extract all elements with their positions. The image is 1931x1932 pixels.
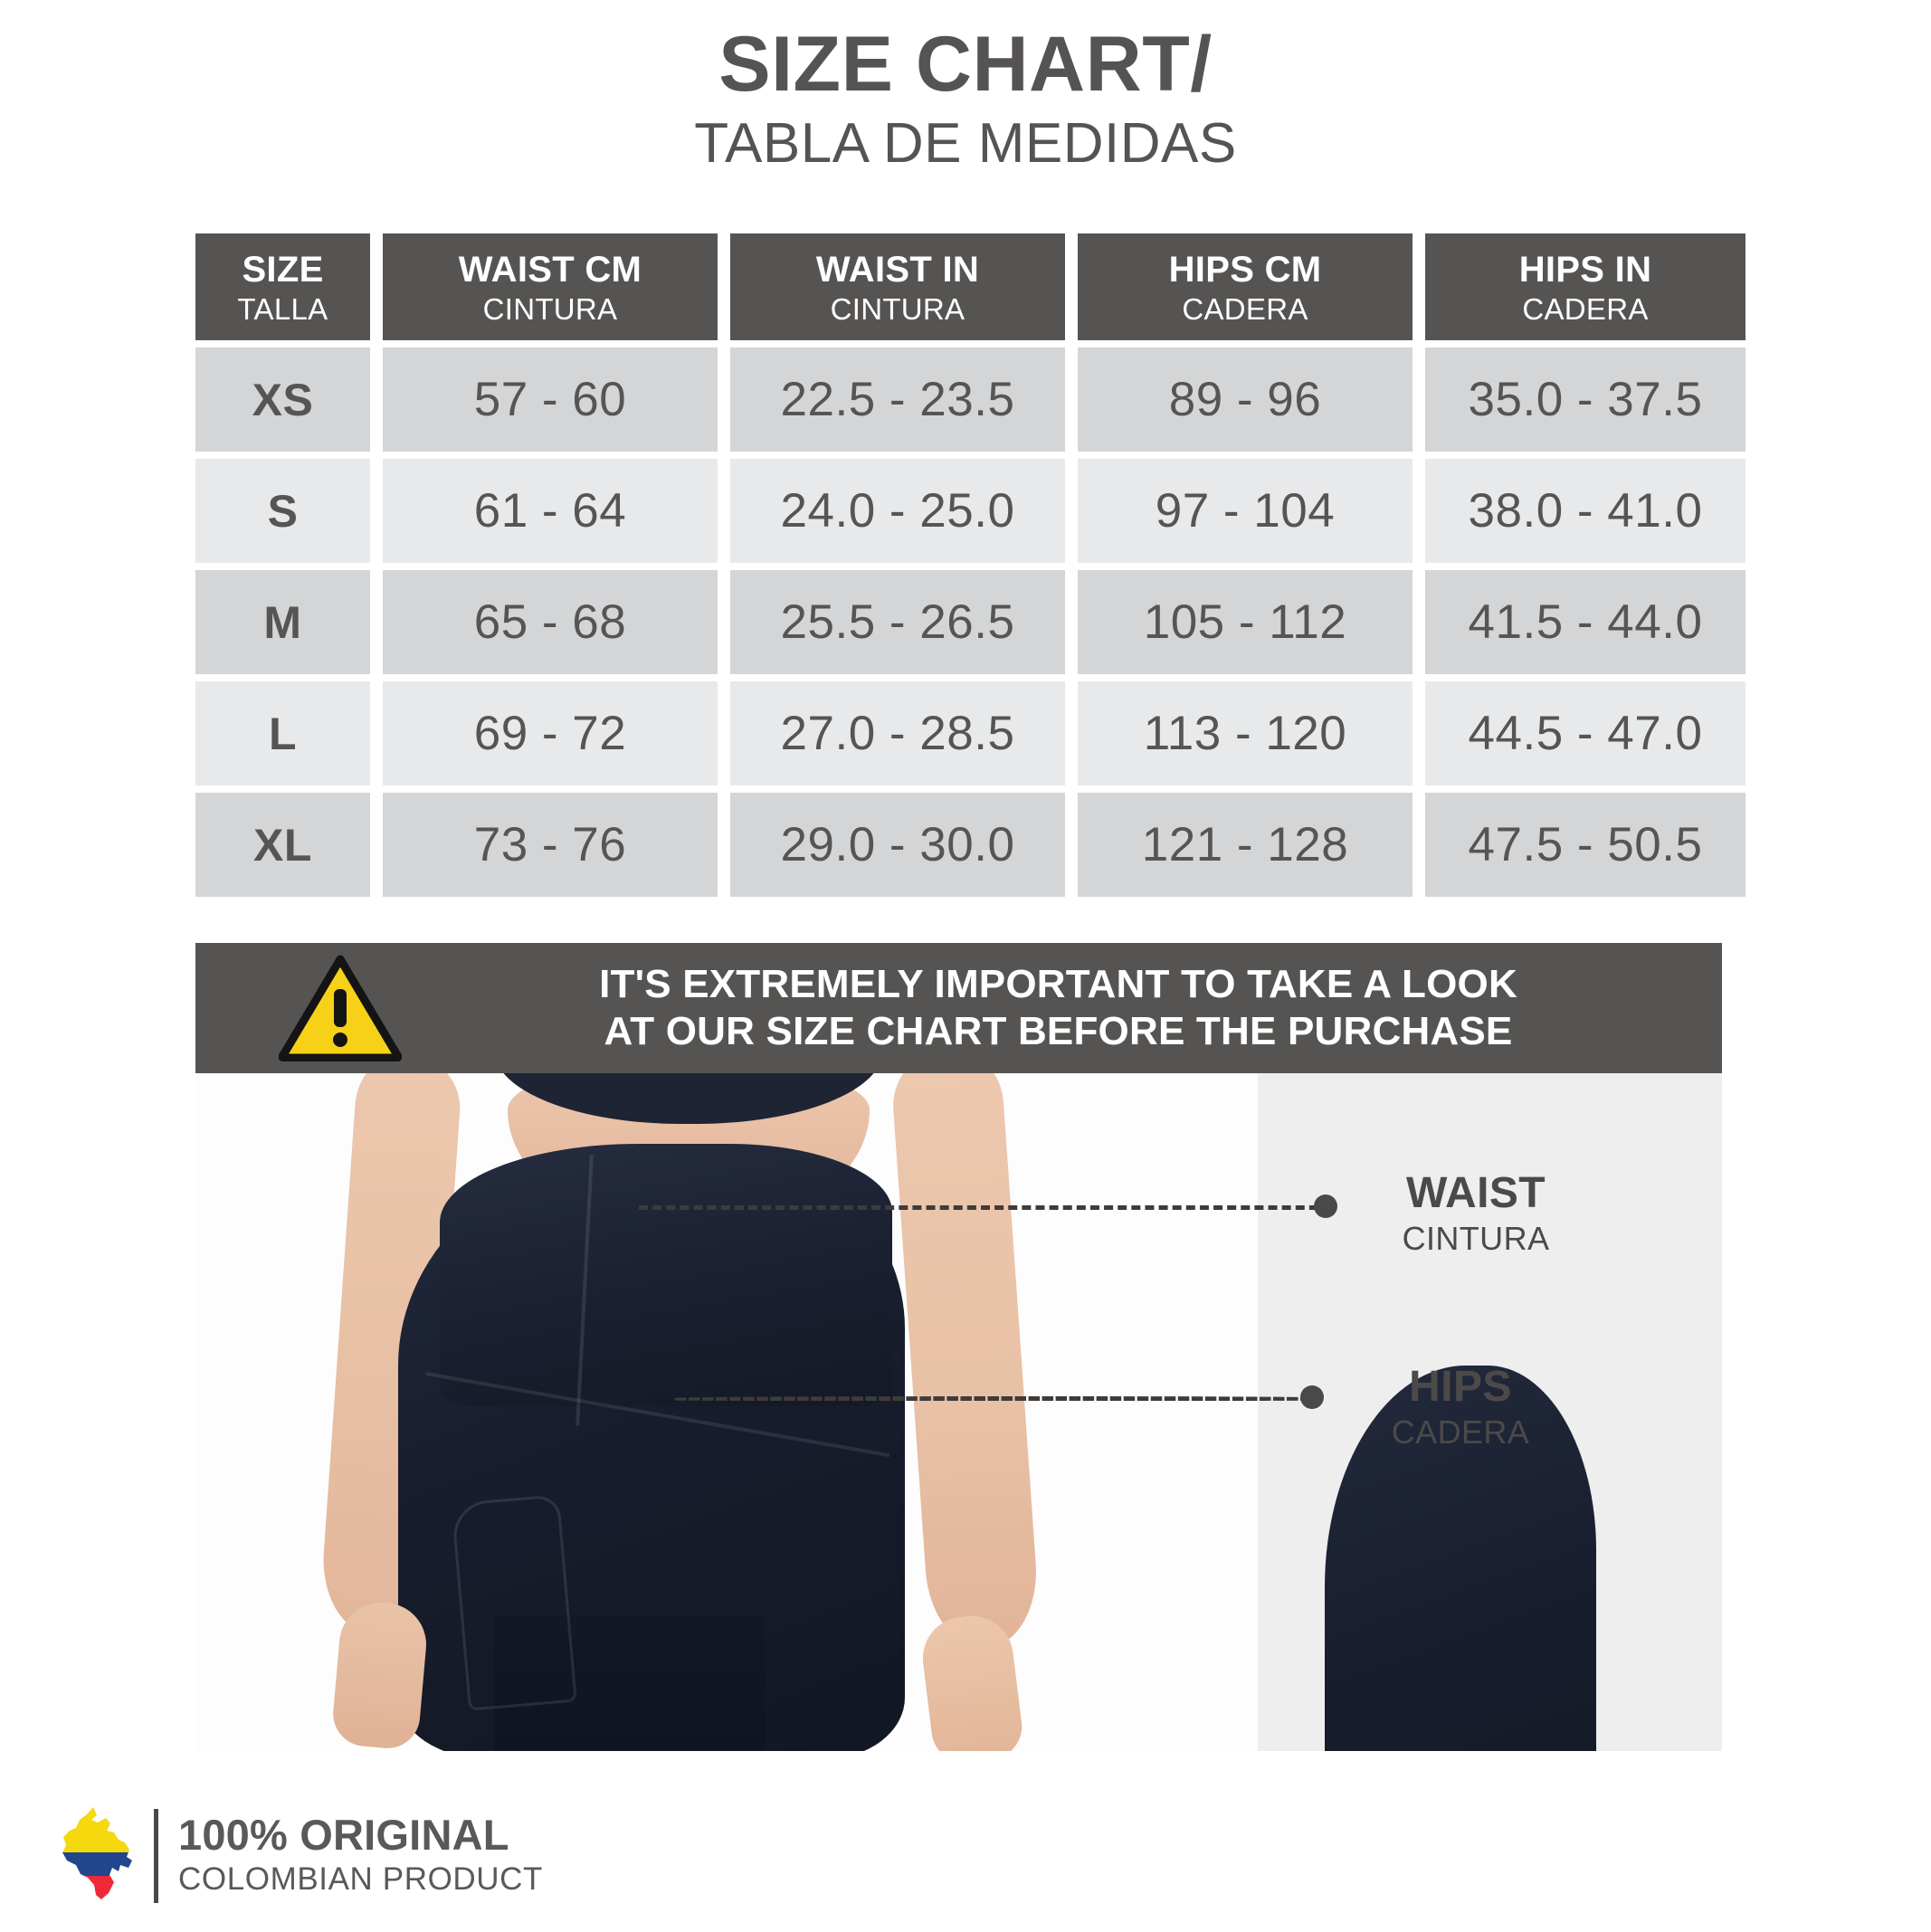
cell-hips-in: 47.5 - 50.5	[1425, 793, 1746, 897]
footer-text: 100% ORIGINAL COLOMBIAN PRODUCT	[178, 1813, 543, 1899]
hips-label-main: HIPS	[1409, 1363, 1512, 1411]
column-header-waist-in-label: WAIST IN	[815, 249, 980, 290]
cell-size: S	[195, 459, 370, 563]
column-header-hips-in-label: HIPS IN	[1518, 249, 1652, 290]
cell-waist-in: 27.0 - 28.5	[730, 681, 1065, 785]
cell-waist-in: 25.5 - 26.5	[730, 570, 1065, 674]
footer-divider	[154, 1809, 158, 1903]
waist-label-main: WAIST	[1406, 1169, 1546, 1217]
page-title: SIZE CHART/ TABLA DE MEDIDAS	[0, 21, 1931, 178]
cell-hips-cm: 113 - 120	[1078, 681, 1413, 785]
cell-hips-in: 44.5 - 47.0	[1425, 681, 1746, 785]
model-photo	[195, 1073, 1258, 1751]
cell-hips-in: 41.5 - 44.0	[1425, 570, 1746, 674]
hips-leader-line	[675, 1396, 1318, 1401]
cell-waist-cm: 69 - 72	[383, 681, 718, 785]
footer-badge: 100% ORIGINAL COLOMBIAN PRODUCT	[54, 1805, 543, 1907]
cell-waist-cm: 65 - 68	[383, 570, 718, 674]
warning-line-1: IT'S EXTREMELY IMPORTANT TO TAKE A LOOK	[599, 962, 1517, 1007]
cell-waist-cm: 61 - 64	[383, 459, 718, 563]
column-header-size-label: SIZE	[242, 249, 324, 290]
waist-label-sub: CINTURA	[1402, 1219, 1550, 1257]
model-photo-area: WAIST CINTURA HIPS CADERA	[195, 1073, 1722, 1751]
hips-leader-dot	[1300, 1385, 1324, 1409]
model-legs	[494, 1616, 766, 1751]
warning-triangle-icon	[279, 955, 402, 1061]
cell-size: XS	[195, 347, 370, 452]
column-header-size-sublabel: TALLA	[237, 291, 328, 326]
column-header-size: SIZE TALLA	[195, 233, 370, 340]
colombia-map-flag-icon	[62, 1807, 132, 1899]
model-illustration	[195, 1073, 1258, 1751]
model-arm-right	[889, 1073, 1042, 1652]
table-row: S 61 - 64 24.0 - 25.0 97 - 104 38.0 - 41…	[195, 459, 1746, 563]
column-header-waist-cm-label: WAIST CM	[458, 249, 642, 290]
footer-main-label: 100% ORIGINAL	[178, 1811, 509, 1860]
cell-size: M	[195, 570, 370, 674]
column-header-hips-in-sublabel: CADERA	[1522, 291, 1649, 326]
column-header-hips-cm-sublabel: CADERA	[1182, 291, 1308, 326]
waist-label: WAIST CINTURA	[1340, 1169, 1612, 1259]
cell-hips-in: 38.0 - 41.0	[1425, 459, 1746, 563]
column-header-hips-in: HIPS IN CADERA	[1425, 233, 1746, 340]
warning-banner-text: IT'S EXTREMELY IMPORTANT TO TAKE A LOOK …	[422, 961, 1722, 1055]
waist-leader-dot	[1314, 1194, 1337, 1218]
cell-waist-in: 29.0 - 30.0	[730, 793, 1065, 897]
size-chart-table: SIZE TALLA WAIST CM CINTURA WAIST IN CIN…	[195, 233, 1746, 897]
table-row: XL 73 - 76 29.0 - 30.0 121 - 128 47.5 - …	[195, 793, 1746, 897]
cell-size: L	[195, 681, 370, 785]
cell-hips-cm: 89 - 96	[1078, 347, 1413, 452]
column-header-waist-in: WAIST IN CINTURA	[730, 233, 1065, 340]
hips-label: HIPS CADERA	[1325, 1363, 1596, 1751]
cell-hips-cm: 121 - 128	[1078, 793, 1413, 897]
waist-leader-line	[639, 1205, 1332, 1210]
cell-hips-cm: 97 - 104	[1078, 459, 1413, 563]
table-row: M 65 - 68 25.5 - 26.5 105 - 112 41.5 - 4…	[195, 570, 1746, 674]
warning-line-2: AT OUR SIZE CHART BEFORE THE PURCHASE	[604, 1009, 1513, 1053]
warning-banner: IT'S EXTREMELY IMPORTANT TO TAKE A LOOK …	[195, 943, 1722, 1073]
cell-hips-cm: 105 - 112	[1078, 570, 1413, 674]
table-header-row: SIZE TALLA WAIST CM CINTURA WAIST IN CIN…	[195, 233, 1746, 340]
table-row: L 69 - 72 27.0 - 28.5 113 - 120 44.5 - 4…	[195, 681, 1746, 785]
cell-waist-cm: 57 - 60	[383, 347, 718, 452]
title-subtitle: TABLA DE MEDIDAS	[694, 111, 1237, 175]
column-header-hips-cm-label: HIPS CM	[1168, 249, 1322, 290]
cell-waist-in: 24.0 - 25.0	[730, 459, 1065, 563]
title-main: SIZE CHART/	[718, 21, 1213, 108]
column-header-waist-in-sublabel: CINTURA	[830, 291, 966, 326]
column-header-hips-cm: HIPS CM CADERA	[1078, 233, 1413, 340]
cell-hips-in: 35.0 - 37.5	[1425, 347, 1746, 452]
table-row: XS 57 - 60 22.5 - 23.5 89 - 96 35.0 - 37…	[195, 347, 1746, 452]
hips-label-sub: CADERA	[1391, 1413, 1530, 1451]
model-hand-left	[330, 1599, 430, 1751]
column-header-waist-cm-sublabel: CINTURA	[482, 291, 618, 326]
garment-side-pocket	[451, 1494, 577, 1711]
column-header-waist-cm: WAIST CM CINTURA	[383, 233, 718, 340]
cell-waist-in: 22.5 - 23.5	[730, 347, 1065, 452]
model-waistband	[440, 1144, 892, 1406]
cell-size: XL	[195, 793, 370, 897]
footer-sub-label: COLOMBIAN PRODUCT	[178, 1861, 544, 1898]
cell-waist-cm: 73 - 76	[383, 793, 718, 897]
